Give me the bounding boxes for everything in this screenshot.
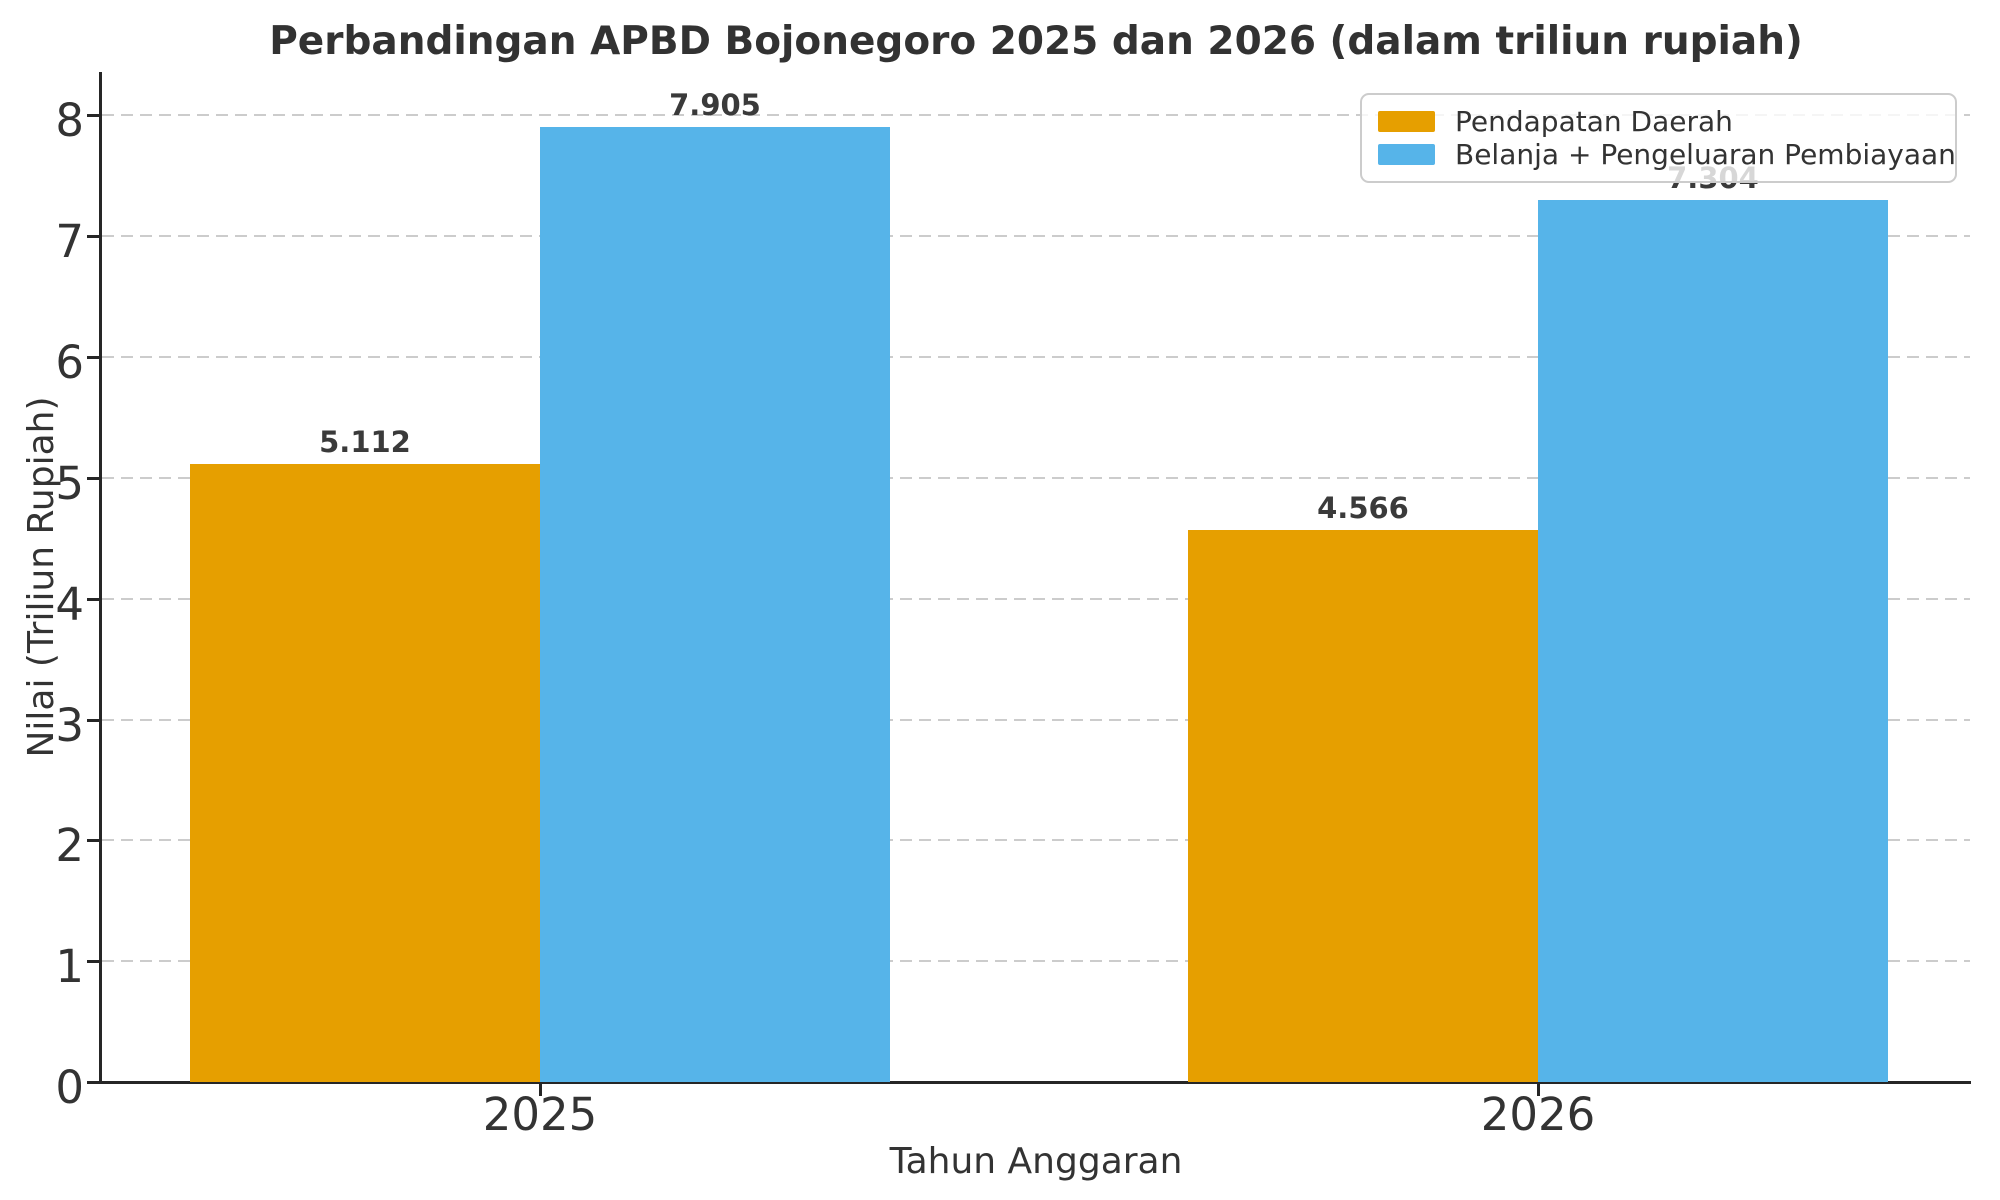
y-tick-mark <box>87 597 99 601</box>
gridline-y-2 <box>102 839 1970 842</box>
y-tick-mark <box>87 235 99 239</box>
y-tick-label: 5 <box>55 456 84 510</box>
legend-swatch-orange-icon <box>1378 111 1435 132</box>
y-tick-mark <box>87 476 99 480</box>
chart-title: Perbandingan APBD Bojonegoro 2025 dan 20… <box>269 19 1803 64</box>
x-tick-mark <box>539 1084 542 1096</box>
bar-value-label: 7.905 <box>669 87 761 122</box>
legend: Pendapatan Daerah Belanja + Pengeluaran … <box>1360 93 1957 183</box>
bar-2026-belanja <box>1538 199 1888 1082</box>
y-tick-label: 1 <box>55 940 84 994</box>
legend-item-pendapatan: Pendapatan Daerah <box>1378 106 1939 137</box>
x-axis-spine <box>99 1081 1971 1084</box>
bar-value-label: 5.112 <box>319 425 411 460</box>
bar-2025-belanja <box>540 126 890 1082</box>
y-axis-title: Nilai (Triliun Rupiah) <box>21 396 62 758</box>
legend-label: Belanja + Pengeluaran Pembiayaan <box>1455 137 1956 171</box>
y-tick-mark <box>87 718 99 722</box>
legend-item-belanja: Belanja + Pengeluaran Pembiayaan <box>1378 139 1956 170</box>
bar-value-label: 4.566 <box>1317 491 1409 526</box>
x-axis-title: Tahun Anggaran <box>889 1141 1183 1182</box>
gridline-y-5 <box>102 476 1970 479</box>
y-tick-mark <box>87 1081 99 1084</box>
y-tick-mark <box>87 356 99 360</box>
gridline-y-7 <box>102 235 1970 238</box>
y-tick-mark <box>87 114 99 118</box>
y-tick-mark <box>87 960 99 964</box>
y-axis-spine <box>99 72 102 1084</box>
x-tick-mark <box>1537 1084 1540 1096</box>
y-tick-label: 3 <box>55 698 84 752</box>
legend-swatch-blue-icon <box>1378 144 1435 165</box>
gridline-y-6 <box>102 356 1970 359</box>
legend-label: Pendapatan Daerah <box>1455 104 1733 138</box>
y-tick-label: 4 <box>55 577 84 631</box>
gridline-y-1 <box>102 960 1970 963</box>
y-tick-label: 6 <box>55 336 84 390</box>
y-tick-label: 0 <box>55 1061 84 1114</box>
x-tick-label-2025: 2025 <box>482 1088 598 1141</box>
bar-2025-pendapatan <box>190 464 540 1082</box>
y-tick-label: 2 <box>55 819 84 873</box>
gridline-y-3 <box>102 718 1970 721</box>
y-tick-mark <box>87 839 99 843</box>
x-tick-label-2026: 2026 <box>1480 1088 1596 1141</box>
gridline-y-8 <box>102 114 1970 117</box>
y-tick-label: 8 <box>55 94 84 148</box>
gridline-y-4 <box>102 597 1970 600</box>
bar-2026-pendapatan <box>1188 530 1538 1082</box>
y-tick-label: 7 <box>55 215 84 269</box>
